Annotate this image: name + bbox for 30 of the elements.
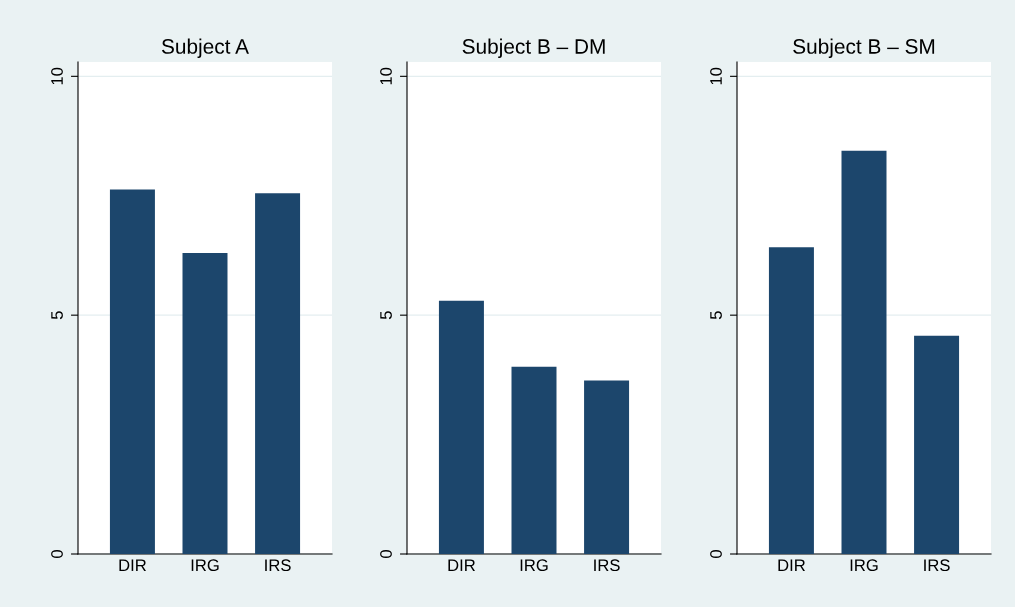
y-tick-label: 0 (710, 550, 722, 558)
y-tick-label: 5 (380, 311, 392, 320)
x-tick-label: IRG (520, 559, 548, 572)
x-tick-label: DIR (448, 559, 476, 571)
bar (584, 380, 630, 554)
x-tick-label: IRG (850, 559, 878, 572)
y-tick-label: 5 (51, 311, 63, 320)
chart-title: Subject B – DM (462, 38, 605, 58)
bar (109, 189, 155, 554)
x-tick-label: IRS (924, 559, 950, 572)
y-tick-label: 10 (710, 67, 722, 85)
bar (768, 247, 814, 554)
y-tick-label: 5 (710, 311, 722, 320)
bar (182, 253, 228, 554)
bar (511, 366, 557, 554)
x-tick-label: DIR (778, 559, 806, 571)
bar (841, 150, 887, 554)
y-tick-label: 0 (380, 550, 392, 558)
y-tick-label: 10 (51, 67, 63, 85)
bar (914, 335, 960, 554)
x-tick-label: IRG (191, 559, 219, 572)
x-tick-label: DIR (119, 559, 147, 571)
bar (255, 193, 301, 554)
y-tick-label: 10 (380, 67, 392, 85)
chart-title: Subject A (161, 38, 249, 58)
y-tick-label: 0 (51, 550, 63, 558)
x-tick-label: IRS (265, 559, 291, 572)
chart-title: Subject B – SM (793, 38, 935, 58)
bar (438, 300, 484, 554)
x-tick-label: IRS (594, 559, 620, 572)
